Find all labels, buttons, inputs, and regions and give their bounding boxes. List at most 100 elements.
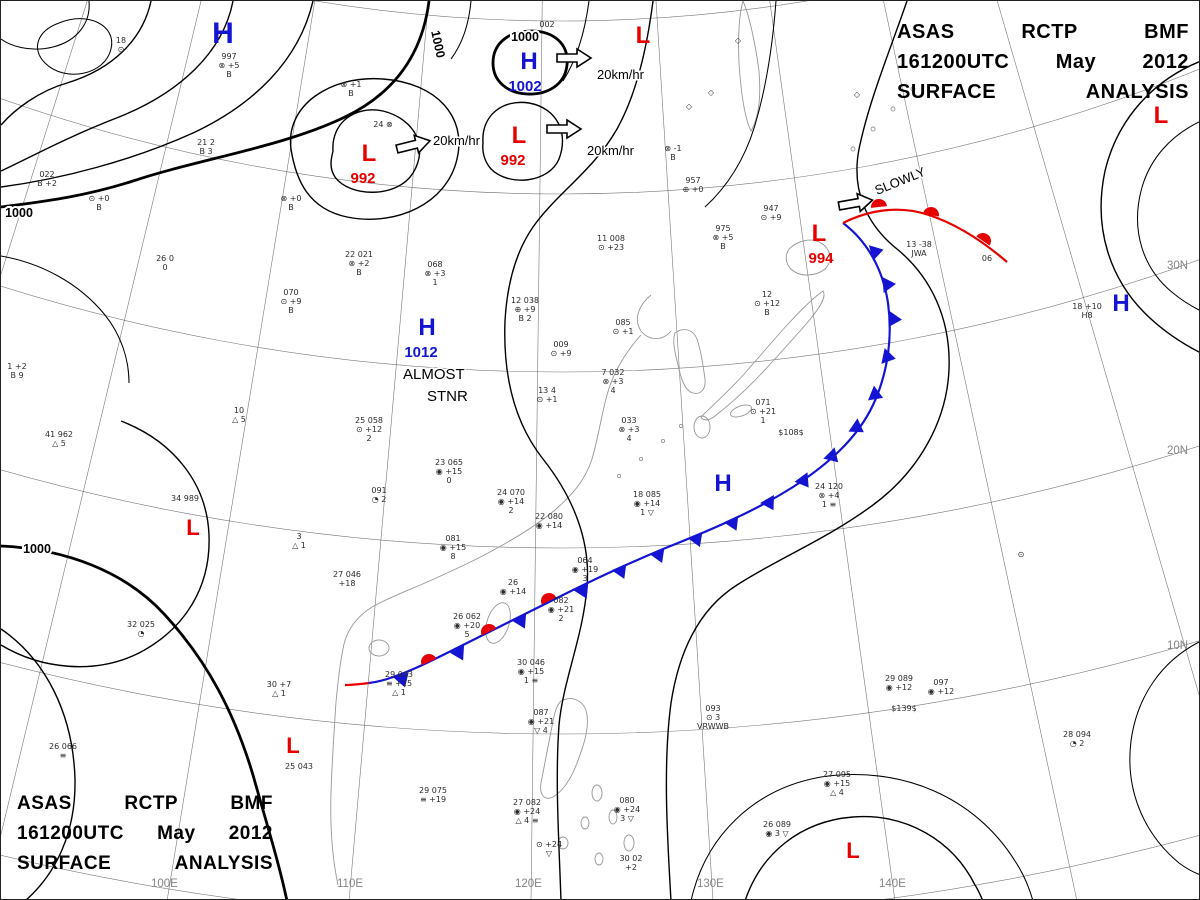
svg-text:⊙ +12: ⊙ +12: [754, 299, 780, 308]
cold-front-triangle-icon: [687, 532, 703, 548]
svg-text:071: 071: [755, 398, 770, 407]
svg-text:26 0: 26 0: [156, 254, 174, 263]
svg-text:080: 080: [619, 796, 634, 805]
graticule-label: 120E: [515, 878, 542, 890]
svg-text:2: 2: [366, 434, 371, 443]
longitude-line: [348, 1, 429, 899]
coastline-bohai: [637, 294, 672, 339]
pressure-center-H: H: [1112, 290, 1129, 317]
warm-front-line: [842, 208, 1008, 263]
warm-front-semicircle-icon: [923, 207, 939, 217]
station-plot: 26◉ +14: [500, 578, 526, 596]
cold-front-line: [368, 222, 891, 685]
svg-text:△ 4 ≡: △ 4 ≡: [515, 816, 538, 825]
chart-title-bottom-left: ASAS RCTP BMF 161200UTC May 2012 SURFACE…: [17, 789, 273, 879]
isobar: [289, 77, 460, 220]
pressure-center-H: H: [418, 314, 435, 341]
graticule-label: 110E: [337, 878, 363, 890]
pressure-value: 1002: [508, 78, 541, 95]
svg-text:1 +2: 1 +2: [7, 362, 26, 371]
coastline-hokkaido: [785, 239, 831, 276]
svg-text:29 089: 29 089: [885, 674, 913, 683]
station-plot: 087◉ +21▽ 4: [528, 708, 554, 735]
svg-text:4: 4: [610, 386, 615, 395]
svg-text:12 038: 12 038: [511, 296, 539, 305]
stationary-front-red-tail: [344, 681, 370, 687]
svg-text:≡ +19: ≡ +19: [420, 795, 446, 804]
station-plot: 27 082◉ +24△ 4 ≡: [513, 798, 541, 825]
cold-front-triangle-icon: [868, 385, 884, 401]
pressure-center-L: L: [186, 515, 199, 540]
coastline-islet: [660, 438, 666, 444]
isobar: [36, 18, 113, 75]
svg-text:△ 1: △ 1: [392, 688, 406, 697]
isobar-value-label: 1000: [511, 30, 539, 44]
movement-arrow-icon: [556, 47, 593, 69]
svg-text:△ 1: △ 1: [272, 689, 286, 698]
station-plot: 32 025◔: [127, 620, 155, 638]
station-plot: 21 2B 3: [197, 138, 215, 156]
station-plot: 13 4⊙ +1: [536, 386, 557, 404]
chart-product-id: ASAS RCTP BMF: [17, 793, 273, 814]
coastline-islet: [870, 126, 876, 132]
chart-type: SURFACE ANALYSIS: [17, 853, 273, 874]
station-plot: ⊗ +0B: [280, 194, 301, 212]
svg-text:⊗ +5: ⊗ +5: [712, 233, 733, 242]
svg-text:3: 3: [582, 574, 587, 583]
svg-text:◔ 2: ◔ 2: [1070, 739, 1085, 748]
svg-text:26: 26: [508, 578, 518, 587]
coastline-sakhalin: [738, 1, 761, 132]
coastline-luzon: [540, 698, 588, 799]
station-plot: 24 ⊗: [373, 120, 392, 129]
graticule-label: 30N: [1167, 260, 1188, 272]
isobar: [745, 815, 983, 899]
svg-text:+18: +18: [339, 579, 356, 588]
svg-text:◔ 2: ◔ 2: [372, 495, 387, 504]
movement-arrow-icon: [395, 134, 432, 155]
annotation-layer: 20km/hr 20km/hr 20km/hr SLOWLY ALMOST STNR: [402, 66, 930, 407]
svg-text:34 989: 34 989: [171, 494, 199, 503]
isobar: [1129, 641, 1199, 875]
svg-text:B: B: [226, 70, 232, 79]
annotation-text: 20km/hr: [597, 67, 645, 82]
isobar: [504, 1, 654, 899]
svg-text:◇: ◇: [708, 88, 715, 97]
svg-text:$139$: $139$: [891, 704, 916, 713]
station-plot: 070⊙ +9B: [280, 288, 301, 315]
svg-text:070: 070: [283, 288, 298, 297]
station-plot: 27 046+18: [333, 570, 361, 588]
station-plot: 12⊙ +12B: [754, 290, 780, 317]
pressure-center-L: L: [286, 733, 299, 758]
graticule-label: 130E: [697, 878, 724, 890]
svg-text:5: 5: [464, 630, 469, 639]
svg-text:13 -38: 13 -38: [906, 240, 932, 249]
pressure-value: 994: [808, 250, 834, 267]
cold-front-triangle-icon: [848, 418, 864, 433]
svg-text:◉ +21: ◉ +21: [548, 605, 574, 614]
station-plot: 26 066≡: [49, 742, 77, 760]
svg-text:◇: ◇: [854, 90, 861, 99]
coastline-honshu: [700, 290, 825, 421]
svg-text:⊙: ⊙: [118, 45, 125, 54]
svg-text:21 2: 21 2: [197, 138, 215, 147]
station-plot: 24 070◉ +142: [497, 488, 525, 515]
cold-front-triangle-icon: [449, 645, 465, 661]
chart-datetime: 161200UTC May 2012: [17, 823, 273, 844]
station-plot: 18 085◉ +141 ▽: [633, 490, 661, 517]
svg-text:29 075: 29 075: [419, 786, 447, 795]
station-plot: 26 089◉ 3 ▽: [763, 820, 791, 838]
svg-text:18 085: 18 085: [633, 490, 661, 499]
pressure-center-H: H: [714, 470, 731, 497]
svg-text:△ 1: △ 1: [292, 541, 306, 550]
svg-text:26 062: 26 062: [453, 612, 481, 621]
station-plot: 25 058⊙ +122: [355, 416, 383, 443]
coastline-island: [591, 784, 603, 802]
svg-text:30 02: 30 02: [620, 854, 643, 863]
graticule-label-layer: 30N 20N 10N 100E 110E 120E 130E 140E: [151, 260, 1188, 890]
station-plot: 997⊗ +5B: [218, 52, 239, 79]
svg-text:18: 18: [116, 36, 126, 45]
svg-text:⊗ +3: ⊗ +3: [618, 425, 639, 434]
